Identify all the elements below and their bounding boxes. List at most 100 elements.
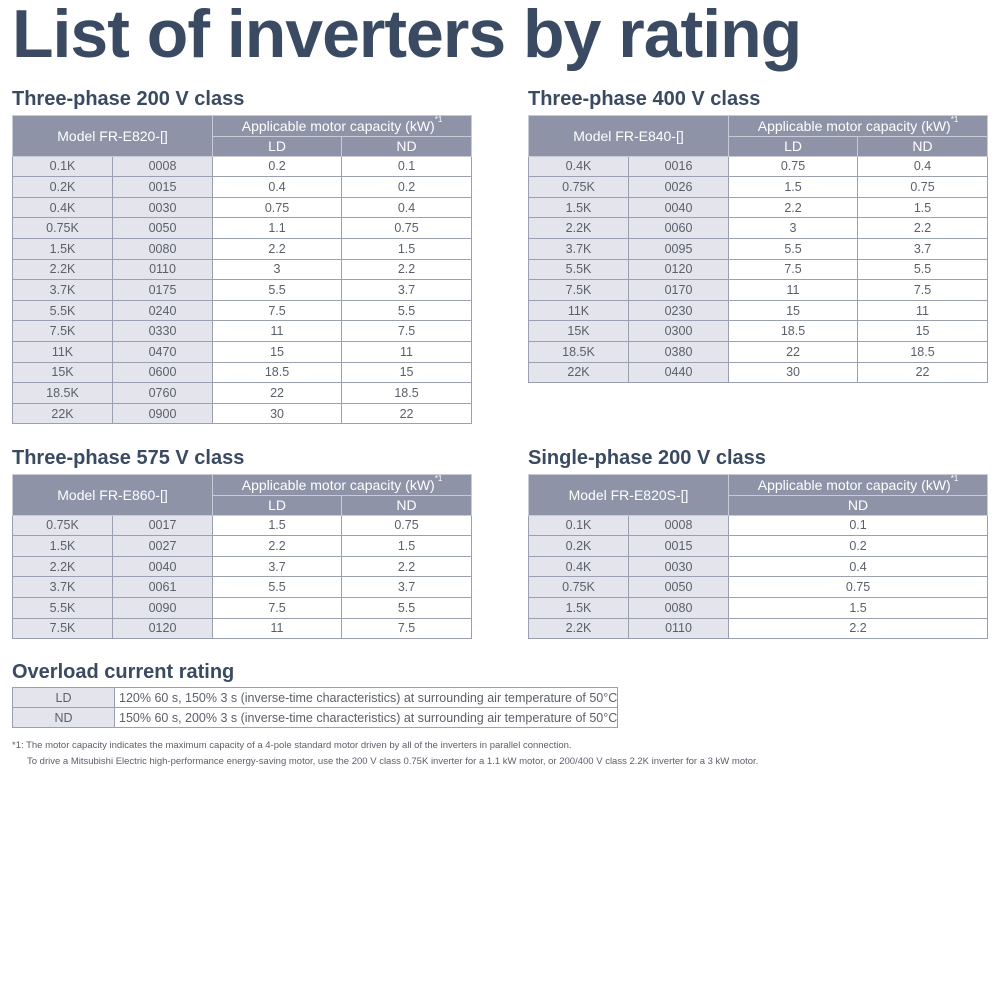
current-code-cell: 0900 <box>111 402 214 425</box>
table-row: 1.5K 0027 2.2 1.5 <box>12 535 473 557</box>
current-code-cell: 0027 <box>111 535 214 557</box>
motor-capacity-cell: 7.5 <box>341 320 473 342</box>
motor-capacity-cell: 3.7 <box>341 279 473 301</box>
motor-capacity-cell: 0.75 <box>212 196 343 219</box>
motor-capacity-cell: 3.7 <box>857 237 989 260</box>
motor-capacity-cell: 0.1 <box>728 514 989 537</box>
motor-capacity-cell: 2.2 <box>341 555 473 578</box>
motor-capacity-cell: 0.4 <box>341 196 473 219</box>
current-code-cell: 0008 <box>111 155 214 178</box>
motor-capacity-cell: 5.5 <box>212 279 343 301</box>
current-code-cell: 0170 <box>627 279 730 301</box>
column-header-nd: ND <box>341 135 473 157</box>
capacity-code-cell: 0.75K <box>12 217 113 239</box>
column-header-ld: LD <box>212 135 343 157</box>
model-header: Model FR-E840-[] <box>527 115 730 157</box>
motor-capacity-cell: 0.2 <box>728 535 989 557</box>
table-row: 0.2K 0015 0.2 <box>528 535 989 557</box>
table-overload-rating: LD 120% 60 s, 150% 3 s (inverse-time cha… <box>12 687 619 728</box>
column-header-nd: ND <box>341 494 473 516</box>
motor-capacity-cell: 15 <box>728 299 859 322</box>
current-code-cell: 0016 <box>627 155 730 178</box>
motor-capacity-cell: 5.5 <box>341 299 473 322</box>
capacity-code-cell: 0.1K <box>12 155 113 178</box>
table-row: 18.5K 0760 22 18.5 <box>12 382 473 404</box>
table-row: 0.4K 0030 0.75 0.4 <box>12 196 473 219</box>
table-row: 1.5K 0080 2.2 1.5 <box>12 237 473 260</box>
motor-capacity-cell: 7.5 <box>857 279 989 301</box>
motor-capacity-cell: 5.5 <box>728 237 859 260</box>
motor-capacity-cell: 0.2 <box>212 155 343 178</box>
capacity-code-cell: 15K <box>12 361 113 384</box>
capacity-code-cell: 3.7K <box>528 237 629 260</box>
current-code-cell: 0120 <box>627 258 730 281</box>
table-row: 11K 0230 15 11 <box>528 299 989 322</box>
motor-capacity-cell: 2.2 <box>341 258 473 281</box>
motor-capacity-cell: 7.5 <box>212 299 343 322</box>
capacity-code-cell: 0.2K <box>528 535 629 557</box>
capacity-header: Applicable motor capacity (kW)*1 <box>728 115 989 137</box>
motor-capacity-cell: 2.2 <box>728 617 989 640</box>
current-code-cell: 0440 <box>627 361 730 384</box>
current-code-cell: 0026 <box>627 176 730 198</box>
current-code-cell: 0061 <box>111 576 214 598</box>
motor-capacity-cell: 0.75 <box>728 576 989 598</box>
motor-capacity-cell: 22 <box>341 402 473 425</box>
motor-capacity-cell: 18.5 <box>728 320 859 342</box>
table-row: 11K 0470 15 11 <box>12 340 473 363</box>
section-title-400v: Three-phase 400 V class <box>528 88 761 110</box>
current-code-cell: 0090 <box>111 596 214 619</box>
current-code-cell: 0080 <box>111 237 214 260</box>
table-row: 0.75K 0050 1.1 0.75 <box>12 217 473 239</box>
current-code-cell: 0008 <box>627 514 730 537</box>
page-title: List of inverters by rating <box>12 0 802 72</box>
current-code-cell: 0095 <box>627 237 730 260</box>
table-row: 18.5K 0380 22 18.5 <box>528 340 989 363</box>
section-title-single-200v: Single-phase 200 V class <box>528 447 766 469</box>
motor-capacity-cell: 0.1 <box>341 155 473 178</box>
motor-capacity-cell: 2.2 <box>728 196 859 219</box>
current-code-cell: 0030 <box>627 555 730 578</box>
capacity-code-cell: 3.7K <box>12 279 113 301</box>
capacity-code-cell: 0.75K <box>12 514 113 537</box>
table-row: 2.2K 0110 3 2.2 <box>12 258 473 281</box>
capacity-header: Applicable motor capacity (kW)*1 <box>212 474 473 496</box>
section-title-200v: Three-phase 200 V class <box>12 88 245 110</box>
current-code-cell: 0060 <box>627 217 730 239</box>
footnote-line-2: To drive a Mitsubishi Electric high-perf… <box>27 756 759 767</box>
capacity-code-cell: 1.5K <box>528 196 629 219</box>
motor-capacity-cell: 15 <box>212 340 343 363</box>
motor-capacity-cell: 0.4 <box>728 555 989 578</box>
capacity-code-cell: 22K <box>528 361 629 384</box>
motor-capacity-cell: 2.2 <box>857 217 989 239</box>
motor-capacity-cell: 1.5 <box>212 514 343 537</box>
motor-capacity-cell: 5.5 <box>212 576 343 598</box>
current-code-cell: 0017 <box>111 514 214 537</box>
current-code-cell: 0175 <box>111 279 214 301</box>
capacity-code-cell: 0.2K <box>12 176 113 198</box>
capacity-code-cell: 0.75K <box>528 576 629 598</box>
table-row: 0.4K 0030 0.4 <box>528 555 989 578</box>
motor-capacity-cell: 1.1 <box>212 217 343 239</box>
motor-capacity-cell: 0.75 <box>857 176 989 198</box>
table-row: 2.2K 0040 3.7 2.2 <box>12 555 473 578</box>
table-row: 5.5K 0090 7.5 5.5 <box>12 596 473 619</box>
overload-key: LD <box>12 687 115 708</box>
overload-text: 120% 60 s, 150% 3 s (inverse-time charac… <box>113 687 619 708</box>
current-code-cell: 0240 <box>111 299 214 322</box>
current-code-cell: 0050 <box>111 217 214 239</box>
capacity-code-cell: 18.5K <box>12 382 113 404</box>
capacity-header: Applicable motor capacity (kW)*1 <box>728 474 989 496</box>
motor-capacity-cell: 22 <box>857 361 989 384</box>
column-header-nd: ND <box>728 494 989 516</box>
motor-capacity-cell: 0.2 <box>341 176 473 198</box>
capacity-code-cell: 11K <box>528 299 629 322</box>
motor-capacity-cell: 0.4 <box>857 155 989 178</box>
table-three-phase-200v: Model FR-E820-[] Applicable motor capaci… <box>11 115 473 425</box>
table-row: 0.75K 0050 0.75 <box>528 576 989 598</box>
table-three-phase-575v: Model FR-E860-[] Applicable motor capaci… <box>11 474 473 640</box>
capacity-code-cell: 1.5K <box>528 596 629 619</box>
capacity-code-cell: 1.5K <box>12 535 113 557</box>
table-row: 1.5K 0080 1.5 <box>528 596 989 619</box>
capacity-code-cell: 0.4K <box>12 196 113 219</box>
